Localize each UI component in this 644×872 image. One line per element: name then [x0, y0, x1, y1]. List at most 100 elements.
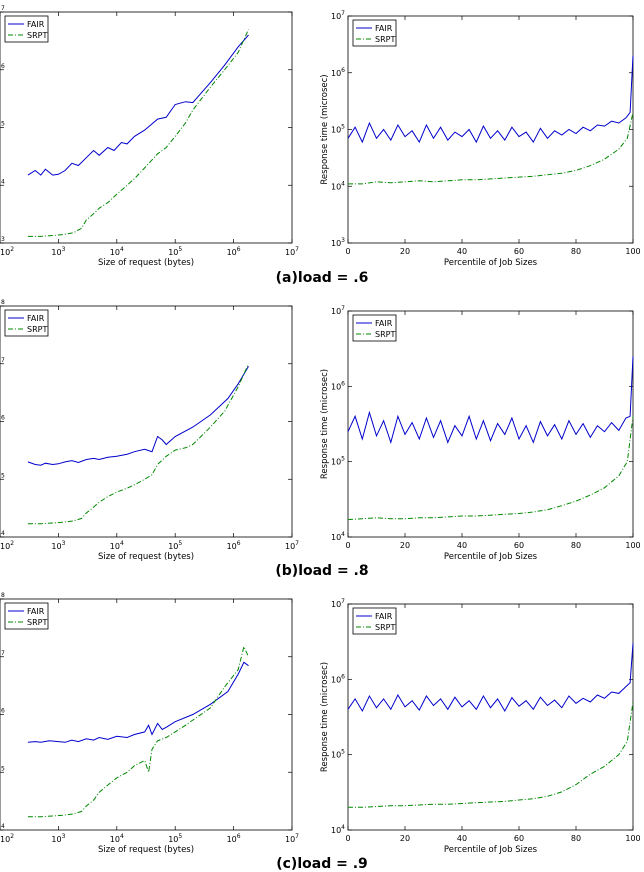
series-srpt-line — [348, 701, 634, 808]
legend-box — [352, 19, 397, 47]
y-axis-label: Response time (microsec) — [320, 662, 330, 772]
chart-a-right: 0 20 40 60 80 100 103 104 105 106 107 Percentile of… — [320, 10, 641, 268]
y-tick-label: 106 — [331, 673, 345, 684]
legend-label-fair: FAIR — [375, 24, 393, 33]
x-tick-label: 106 — [227, 833, 241, 844]
legend-box — [352, 607, 397, 635]
series-fair-line — [27, 366, 249, 466]
chart-b-right: 0 20 40 60 80 100 104 105 106 107 Percentile of Jo… — [320, 305, 641, 562]
x-tick-label: 80 — [571, 541, 581, 550]
plot-frame — [0, 305, 293, 538]
legend-box — [4, 309, 49, 337]
y-tick-label: 4 — [1, 178, 5, 185]
x-tick-label: 102 — [0, 540, 14, 551]
x-axis-label: Size of request (bytes) — [98, 258, 194, 268]
y-tick-label: 4 — [1, 530, 5, 537]
legend-box — [4, 602, 49, 630]
x-tick-label: 107 — [285, 540, 299, 551]
y-tick-label: 4 — [1, 823, 5, 830]
y-tick-label: 8 — [1, 299, 5, 306]
legend-label-fair: FAIR — [375, 319, 393, 328]
series-fair-line — [27, 34, 249, 176]
legend-box — [352, 314, 397, 342]
x-tick-label: 60 — [514, 834, 524, 843]
y-tick-label: 7 — [1, 650, 5, 657]
caption-c-text: load = .9 — [297, 856, 368, 872]
series-srpt-line — [27, 645, 249, 818]
series-srpt-line — [348, 112, 634, 185]
chart-c-right: 0 20 40 60 80 100 104 105 106 107 Percentile of Jo… — [320, 598, 641, 855]
plot-frame — [0, 11, 293, 244]
chart-c-left: 102 103 104 105 106 107 4 5 6 7 8 Size of request (… — [0, 592, 299, 855]
x-tick-label: 100 — [625, 541, 640, 550]
x-axis-label: Percentile of Job Sizes — [444, 552, 538, 562]
series-srpt-line — [27, 29, 249, 237]
y-tick-label: 107 — [331, 305, 345, 316]
y-tick-label: 104 — [331, 824, 345, 835]
x-axis-label: Size of request (bytes) — [98, 845, 194, 855]
y-tick-label: 106 — [331, 380, 345, 391]
plot-frame — [0, 598, 293, 831]
x-tick-label: 20 — [400, 541, 410, 550]
y-tick-label: 105 — [331, 456, 345, 467]
chart-b-left: 102 103 104 105 106 107 4 5 6 7 8 Size of request (… — [0, 299, 299, 562]
x-axis-label: Percentile of Job Sizes — [444, 258, 538, 268]
x-axis-label: Size of request (bytes) — [98, 552, 194, 562]
x-tick-label: 103 — [51, 246, 65, 257]
y-tick-label: 107 — [331, 10, 345, 21]
caption-c-label: (c) — [276, 856, 298, 872]
y-tick-label: 103 — [331, 237, 345, 248]
x-tick-label: 20 — [400, 834, 410, 843]
x-tick-label: 40 — [457, 834, 467, 843]
y-tick-label: 107 — [331, 598, 345, 609]
x-tick-label: 0 — [345, 247, 350, 256]
y-tick-label: 106 — [331, 67, 345, 78]
legend-label-srpt: SRPT — [375, 623, 395, 632]
caption-a-label: (a) — [275, 270, 298, 286]
x-tick-label: 105 — [168, 540, 182, 551]
x-tick-label: 0 — [345, 834, 350, 843]
x-tick-label: 106 — [227, 246, 241, 257]
plot-frame — [347, 603, 634, 831]
x-tick-label: 103 — [51, 540, 65, 551]
x-tick-label: 103 — [51, 833, 65, 844]
chart-a-left: 102 103 104 105 106 107 3 4 5 6 7 Size of request (… — [0, 5, 299, 268]
legend-box — [4, 15, 49, 43]
caption-b-label: (b) — [275, 563, 299, 579]
x-tick-label: 102 — [0, 246, 14, 257]
series-srpt-line — [347, 416, 634, 521]
x-tick-label: 60 — [514, 247, 524, 256]
x-tick-label: 106 — [227, 540, 241, 551]
y-tick-label: 105 — [331, 749, 345, 760]
x-tick-label: 60 — [514, 541, 524, 550]
x-tick-label: 20 — [400, 247, 410, 256]
caption-b-text: load = .8 — [298, 563, 369, 579]
caption-a: (a)load = .6 — [0, 270, 644, 286]
x-tick-label: 104 — [110, 540, 124, 551]
x-tick-label: 100 — [625, 247, 640, 256]
y-tick-label: 8 — [1, 592, 5, 599]
legend-label-srpt: SRPT — [27, 325, 47, 334]
x-tick-label: 40 — [457, 541, 467, 550]
series-fair-line — [27, 661, 249, 743]
y-tick-label: 7 — [1, 5, 5, 12]
x-tick-label: 105 — [168, 246, 182, 257]
y-axis-label: Response time (microsec) — [320, 369, 330, 479]
y-tick-label: 104 — [331, 180, 345, 191]
y-tick-label: 7 — [1, 357, 5, 364]
y-axis-label: Response time (microsec) — [320, 74, 330, 184]
x-tick-label: 100 — [625, 834, 640, 843]
series-fair-line — [347, 356, 634, 445]
y-tick-label: 104 — [331, 531, 345, 542]
y-tick-label: 5 — [1, 765, 5, 772]
x-axis-label: Percentile of Job Sizes — [444, 845, 538, 855]
x-tick-label: 40 — [457, 247, 467, 256]
series-srpt-line — [27, 363, 249, 525]
plot-frame — [347, 15, 634, 244]
y-tick-label: 3 — [1, 236, 5, 243]
series-fair-line — [347, 643, 634, 713]
legend-label-srpt: SRPT — [27, 618, 47, 627]
y-tick-label: 5 — [1, 121, 5, 128]
x-tick-label: 80 — [571, 247, 581, 256]
